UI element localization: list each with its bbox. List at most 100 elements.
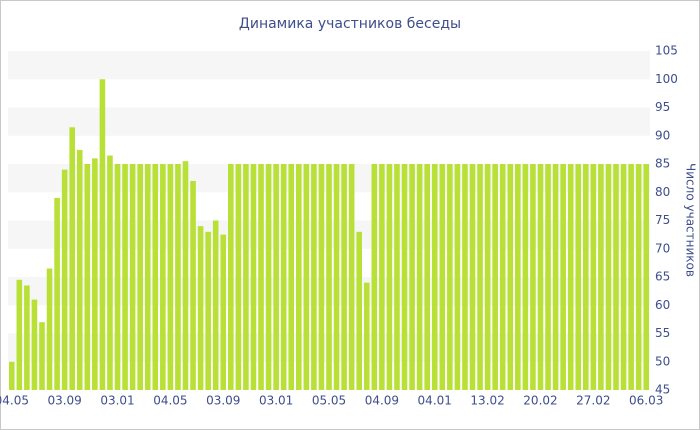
bar <box>363 282 370 390</box>
y-tick-label: 105 <box>655 44 678 58</box>
bar <box>295 164 302 390</box>
bar <box>99 79 106 390</box>
y-tick-label: 60 <box>655 298 670 312</box>
y-tick-label: 45 <box>655 383 670 397</box>
bar <box>250 164 257 390</box>
bar <box>333 164 340 390</box>
bar <box>212 220 219 390</box>
bar <box>39 322 45 390</box>
bar <box>61 169 68 390</box>
y-tick-label: 80 <box>655 185 670 199</box>
bar <box>575 164 582 390</box>
y-tick-label: 65 <box>655 270 670 284</box>
bar <box>318 164 325 390</box>
x-tick-label: 04.01 <box>418 394 452 408</box>
x-tick-label: 13.02 <box>470 394 504 408</box>
x-tick-label: 20.02 <box>523 394 557 408</box>
bar <box>635 164 642 390</box>
bar <box>462 164 468 390</box>
bar <box>515 164 521 390</box>
x-tick-label: 04.05 <box>153 394 187 408</box>
x-tick-label: 03.09 <box>47 394 81 408</box>
bar <box>583 164 589 390</box>
bar <box>220 234 227 390</box>
x-tick-label: 05.05 <box>312 394 346 408</box>
bar <box>394 164 400 390</box>
bar <box>265 164 272 390</box>
y-tick-label: 90 <box>655 128 670 142</box>
bar <box>598 164 604 390</box>
bar <box>590 164 597 390</box>
x-tick-label: 04.09 <box>365 394 399 408</box>
bar <box>137 164 143 390</box>
bar <box>552 164 559 390</box>
bar <box>243 164 249 390</box>
bar <box>379 164 385 390</box>
bar <box>484 164 491 390</box>
bar <box>439 164 446 390</box>
x-tick-label: 04.05 <box>0 394 29 408</box>
chart-title: Динамика участников беседы <box>239 16 461 32</box>
bar <box>54 197 60 390</box>
bar <box>16 279 23 390</box>
bar <box>326 164 332 390</box>
bar <box>31 299 38 390</box>
bar <box>499 164 506 390</box>
x-tick-label: 03.09 <box>206 394 240 408</box>
bar <box>341 164 347 390</box>
bar <box>560 164 566 390</box>
bar <box>401 164 408 390</box>
bar <box>356 231 363 390</box>
bar <box>152 164 159 390</box>
bar <box>273 164 279 390</box>
bar <box>24 285 30 390</box>
y-axis-title: Число участников <box>684 163 698 277</box>
bar <box>477 164 483 390</box>
bar <box>537 164 544 390</box>
bar <box>447 164 453 390</box>
x-tick-label: 06.03 <box>629 394 663 408</box>
bar <box>288 164 295 390</box>
bar <box>92 158 98 390</box>
bar <box>182 161 189 390</box>
bar <box>643 164 650 390</box>
bar <box>46 268 53 390</box>
bar <box>114 164 121 390</box>
bar <box>258 164 264 390</box>
grid-band <box>8 107 650 136</box>
bar <box>605 164 612 390</box>
bar <box>175 164 181 390</box>
y-tick-label: 50 <box>655 354 670 368</box>
bar <box>507 164 514 390</box>
x-tick-label: 27.02 <box>576 394 610 408</box>
bar <box>454 164 461 390</box>
bar <box>628 164 634 390</box>
bar <box>469 164 476 390</box>
y-tick-label: 75 <box>655 213 670 227</box>
x-tick-label: 03.01 <box>259 394 293 408</box>
bar <box>567 164 574 390</box>
bar <box>160 164 166 390</box>
bar <box>371 164 378 390</box>
bar <box>424 164 430 390</box>
bar <box>311 164 317 390</box>
bar <box>190 180 196 390</box>
bar <box>129 164 136 390</box>
bar <box>620 164 627 390</box>
bar <box>613 164 619 390</box>
bar <box>522 164 529 390</box>
grid-band <box>8 51 650 80</box>
bar <box>228 164 234 390</box>
x-tick-label: 03.01 <box>100 394 134 408</box>
bar <box>348 164 355 390</box>
bar <box>205 231 211 390</box>
bar <box>386 164 393 390</box>
bar <box>8 361 15 390</box>
bar <box>416 164 423 390</box>
bar <box>492 164 498 390</box>
y-tick-label: 55 <box>655 326 670 340</box>
bar <box>76 149 83 390</box>
bar <box>122 164 128 390</box>
bar <box>107 155 113 390</box>
